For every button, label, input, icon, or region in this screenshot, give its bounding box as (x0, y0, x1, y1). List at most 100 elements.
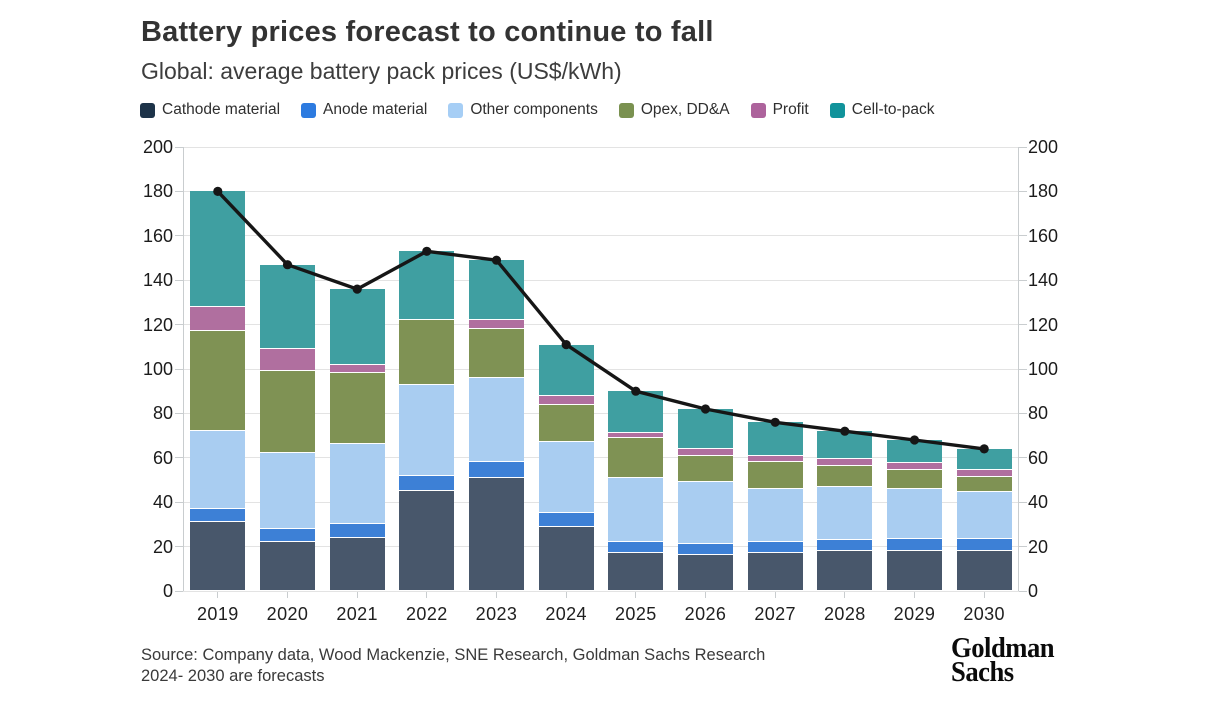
bar-segment-opex-dd-a (260, 371, 315, 453)
y-axis-label-right: 20 (1028, 536, 1049, 557)
bar-segment-anode-material (608, 542, 664, 553)
goldman-sachs-logo: Goldman Sachs (951, 633, 1055, 687)
y-axis-line-right (1018, 147, 1019, 591)
y-axis-tick-right (1019, 368, 1027, 370)
bar-segment-opex-dd-a (329, 373, 385, 444)
y-axis-label-left: 0 (162, 581, 173, 601)
line-marker (422, 246, 432, 256)
bar-segment-cathode-material (260, 542, 315, 590)
bar-segment-cathode-material (469, 477, 524, 590)
y-axis-label-right: 60 (1028, 447, 1049, 468)
bar-segment-anode-material (538, 513, 594, 526)
x-axis-tick (983, 592, 985, 598)
y-axis-tick-left (175, 146, 183, 148)
legend-item-cell-to-pack: Cell-to-pack (829, 101, 935, 119)
legend-label: Cell-to-pack (851, 101, 935, 118)
bar-segment-opex-dd-a (469, 329, 524, 377)
line-marker (700, 404, 711, 414)
legend-swatch-icon (448, 102, 464, 118)
bar-segment-profit (538, 395, 594, 404)
y-axis-tick-right (1019, 190, 1027, 192)
bar-segment-anode-material (260, 528, 315, 542)
legend-item-opex-dd-a: Opex, DD&A (618, 101, 730, 119)
gridline (183, 590, 1019, 592)
bar-segment-cell-to-pack (608, 391, 664, 433)
line-marker (840, 426, 850, 436)
bar-segment-profit (608, 433, 664, 437)
y-axis-tick-right (1019, 279, 1027, 281)
y-axis-tick-right (1019, 457, 1027, 459)
gridline (183, 457, 1019, 459)
y-axis-label-left: 80 (152, 403, 173, 424)
y-axis-tick-right (1019, 412, 1027, 414)
bar-segment-cell-to-pack (329, 289, 385, 364)
x-axis-label: 2022 (406, 604, 448, 624)
line-marker (352, 284, 362, 294)
bar-segment-other-components (887, 488, 942, 538)
y-axis-tick-left (175, 546, 183, 548)
x-axis-tick (217, 592, 219, 598)
y-axis-tick-left (175, 235, 183, 237)
x-axis-label: 2023 (475, 604, 518, 624)
legend-item-cathode-material: Cathode material (140, 101, 280, 119)
x-axis-label: 2020 (266, 604, 309, 624)
y-axis-tick-right (1019, 501, 1027, 503)
logo-line-1: Goldman (951, 633, 1055, 664)
source-note: Source: Company data, Wood Mackenzie, SN… (141, 645, 765, 687)
y-axis-label-right: 140 (1028, 270, 1059, 291)
bar-segment-opex-dd-a (887, 470, 942, 488)
legend-swatch-icon (829, 102, 845, 118)
x-axis-tick (774, 592, 776, 598)
line-marker (909, 435, 920, 445)
x-axis-tick (287, 592, 288, 598)
y-axis-label-right: 200 (1028, 137, 1059, 157)
legend-label: Anode material (323, 101, 428, 118)
bar-segment-other-components (538, 442, 594, 513)
bar-segment-cell-to-pack (538, 344, 594, 395)
chart-subtitle: Global: average battery pack prices (US$… (141, 58, 622, 84)
gridline (183, 546, 1019, 548)
y-axis-label-right: 120 (1028, 314, 1059, 335)
y-axis-tick-left (175, 279, 183, 281)
bar-segment-cathode-material (399, 491, 455, 590)
x-axis-tick (914, 592, 915, 598)
bar-segment-cell-to-pack (887, 440, 942, 463)
line-marker (561, 340, 571, 350)
legend-swatch-icon (140, 102, 155, 118)
y-axis-line-left (183, 147, 184, 591)
y-axis-label-left: 100 (142, 359, 173, 379)
legend-item-other-components: Other components (448, 101, 598, 119)
bar-segment-other-components (956, 492, 1012, 538)
x-axis-tick (844, 592, 846, 598)
x-axis-tick (565, 592, 567, 598)
gridline (183, 146, 1019, 148)
bar-segment-profit (469, 320, 524, 329)
bar-segment-cathode-material (678, 555, 733, 590)
legend-label: Other components (470, 101, 598, 118)
bar-segment-anode-material (190, 508, 246, 522)
y-axis-label-left: 180 (142, 181, 173, 202)
y-axis-label-left: 120 (142, 314, 173, 335)
source-line-1: Source: Company data, Wood Mackenzie, SN… (141, 646, 766, 664)
gridline (183, 324, 1019, 326)
bar-segment-profit (817, 458, 873, 465)
bar-segment-anode-material (329, 524, 385, 537)
legend-swatch-icon (301, 102, 317, 118)
bar-segment-other-components (469, 377, 524, 462)
bar-segment-other-components (608, 477, 664, 542)
line-marker (213, 186, 223, 196)
bar-segment-opex-dd-a (538, 404, 594, 442)
bar-segment-other-components (399, 384, 455, 475)
legend-item-anode-material: Anode material (301, 101, 427, 119)
bar-segment-other-components (260, 453, 315, 528)
bar-segment-opex-dd-a (956, 476, 1012, 492)
gridline (183, 412, 1019, 414)
x-axis-label: 2019 (197, 604, 239, 624)
y-axis-label-right: 160 (1028, 225, 1059, 246)
x-axis-tick (635, 592, 637, 598)
y-axis-tick-right (1019, 235, 1027, 237)
x-axis-label: 2030 (963, 604, 1005, 624)
bar-segment-cathode-material (817, 551, 873, 590)
pack-price-line (213, 186, 989, 454)
